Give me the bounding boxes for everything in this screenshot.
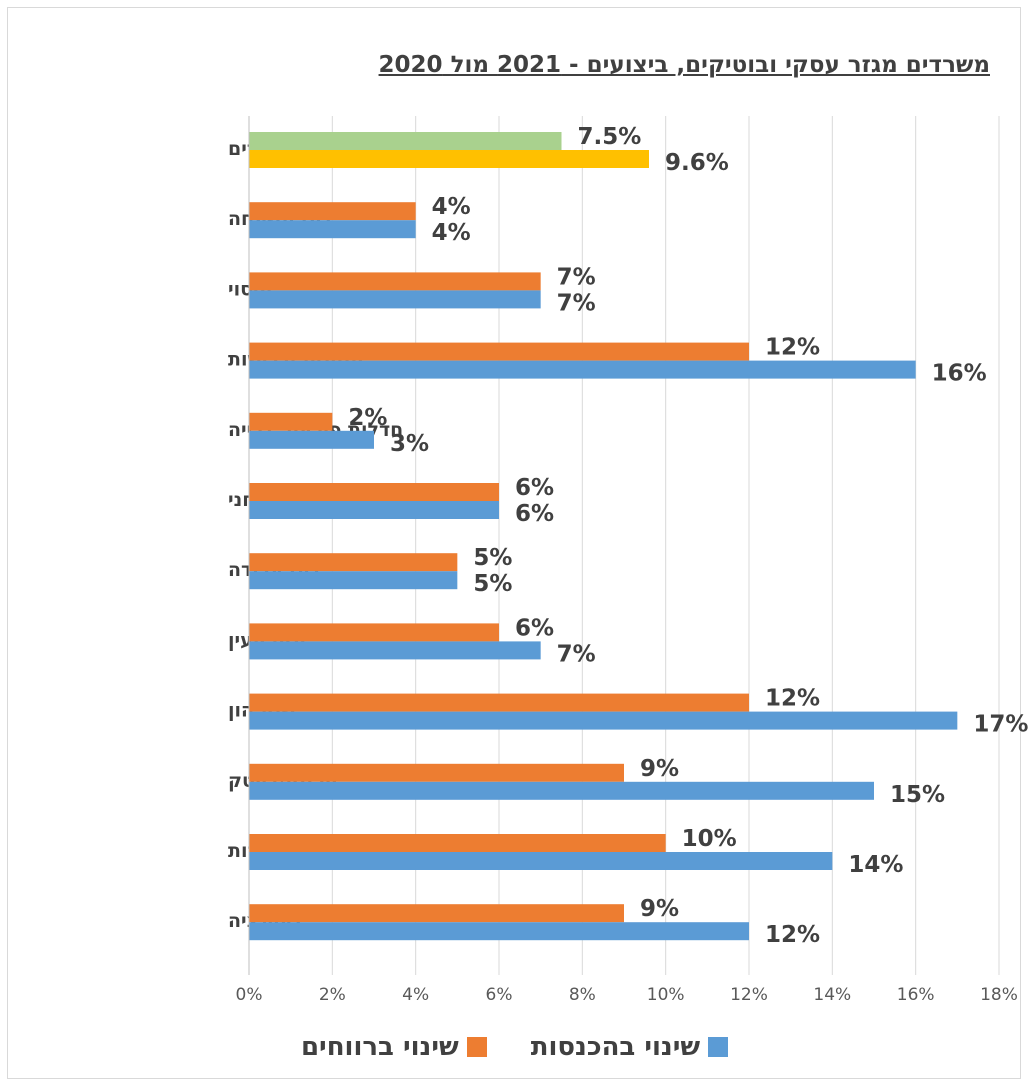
bar-profit xyxy=(249,553,458,572)
data-label-profit: 6% xyxy=(515,615,554,641)
data-label-revenue: 14% xyxy=(848,852,903,878)
legend-swatch-revenue xyxy=(708,1037,729,1057)
x-tick-label: 18% xyxy=(980,985,1018,1005)
data-label-profit: 5% xyxy=(473,545,512,571)
data-label-revenue: 7% xyxy=(557,290,596,316)
bar-profit xyxy=(249,272,541,291)
data-label-profit: 9% xyxy=(640,756,679,782)
x-tick-label: 2% xyxy=(319,985,346,1005)
bar-profit xyxy=(249,904,624,923)
data-label-revenue: 9.6% xyxy=(665,150,729,176)
data-label-profit: 9% xyxy=(640,896,679,922)
x-tick-label: 8% xyxy=(569,985,596,1005)
legend-label-revenue: שינוי בהכנסות xyxy=(530,1032,701,1062)
bar-profit xyxy=(249,693,749,712)
data-label-revenue: 17% xyxy=(973,712,1028,738)
bar-profit xyxy=(249,834,666,852)
data-label-revenue: 6% xyxy=(515,501,554,527)
bar-profit xyxy=(249,483,499,501)
x-tick-label: 4% xyxy=(402,985,429,1005)
data-label-profit: 12% xyxy=(765,686,820,712)
data-label-profit: 7% xyxy=(557,264,596,290)
x-tick-label: 10% xyxy=(647,985,685,1005)
data-label-revenue: 4% xyxy=(432,220,471,246)
bar-revenue xyxy=(249,150,649,168)
chart-frame xyxy=(7,7,1021,1079)
legend: שינוי בהכנסות שינוי ברווחים xyxy=(0,1032,1029,1062)
x-tick-label: 0% xyxy=(236,985,263,1005)
bar-revenue xyxy=(249,290,541,309)
x-tick-label: 12% xyxy=(730,985,768,1005)
bar-revenue xyxy=(249,430,374,449)
data-label-profit: 12% xyxy=(765,335,820,361)
legend-swatch-profit xyxy=(466,1037,487,1057)
bar-revenue xyxy=(249,220,416,239)
data-label-revenue: 16% xyxy=(932,361,987,387)
bar-profit xyxy=(249,763,624,782)
x-tick-label: 16% xyxy=(897,985,935,1005)
data-label-profit: 10% xyxy=(682,826,737,852)
data-label-profit: 7.5% xyxy=(578,124,642,150)
x-tick-label: 14% xyxy=(813,985,851,1005)
bar-revenue xyxy=(249,852,833,870)
data-label-revenue: 7% xyxy=(557,641,596,667)
x-tick-label: 6% xyxy=(486,985,513,1005)
bar-profit xyxy=(249,132,562,150)
bar-revenue xyxy=(249,360,916,379)
legend-item-profit: שינוי ברווחים xyxy=(301,1032,487,1062)
bar-revenue xyxy=(249,781,874,800)
data-label-profit: 6% xyxy=(515,475,554,501)
bar-revenue xyxy=(249,711,958,730)
bar-revenue xyxy=(249,922,749,941)
legend-label-profit: שינוי ברווחים xyxy=(300,1032,459,1062)
bar-profit xyxy=(249,412,333,431)
data-label-revenue: 5% xyxy=(473,571,512,597)
data-label-revenue: 15% xyxy=(890,782,945,808)
data-label-revenue: 12% xyxy=(765,922,820,948)
bar-revenue xyxy=(249,501,499,519)
bar-revenue xyxy=(249,641,541,660)
legend-item-revenue: שינוי בהכנסות xyxy=(530,1032,729,1062)
bar-profit xyxy=(249,342,749,361)
bar-revenue xyxy=(249,571,458,590)
bar-profit xyxy=(249,623,499,642)
data-label-profit: 2% xyxy=(348,405,387,431)
data-label-revenue: 3% xyxy=(390,431,429,457)
bar-profit xyxy=(249,202,416,221)
data-label-profit: 4% xyxy=(432,194,471,220)
chart-title: משרדים מגזר עסקי ובוטיקים, ביצועים - 202… xyxy=(378,52,990,78)
